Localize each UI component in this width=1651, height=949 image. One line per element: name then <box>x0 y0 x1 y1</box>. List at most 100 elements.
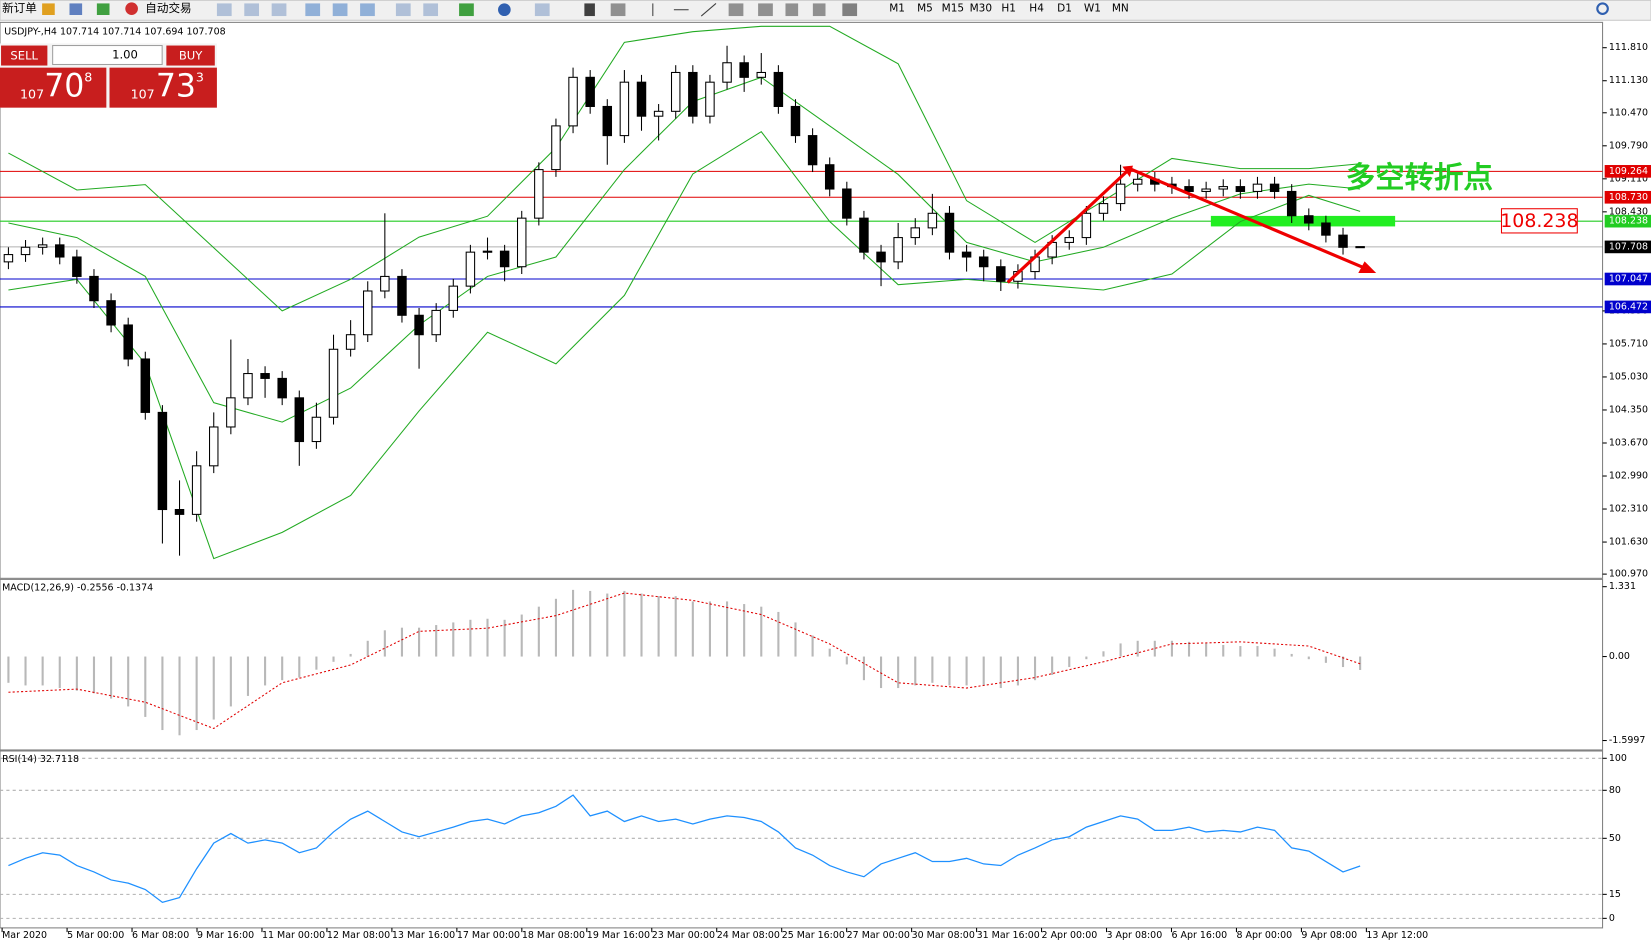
ask-main[interactable]: 73 <box>156 69 196 105</box>
icon[interactable] <box>812 3 826 17</box>
macd-bar <box>41 656 44 686</box>
macd-bar <box>1016 656 1019 686</box>
x-tick-label: 9 Mar 16:00 <box>197 930 254 941</box>
auto-trading[interactable]: 自动交易 <box>145 1 191 15</box>
icon[interactable] <box>96 3 110 16</box>
macd-bar <box>1119 643 1122 657</box>
support-zone <box>1210 215 1396 227</box>
macd-bar <box>332 656 335 662</box>
icon[interactable] <box>395 3 411 17</box>
macd-bar <box>315 656 318 670</box>
icon[interactable] <box>271 3 287 17</box>
icon[interactable] <box>728 3 744 17</box>
candle-body <box>551 125 561 171</box>
y-tick-label: -1.5997 <box>1609 735 1646 746</box>
macd-bar <box>931 656 934 683</box>
candle-body <box>893 237 903 263</box>
level-tag <box>1604 240 1651 254</box>
icon[interactable] <box>498 3 511 17</box>
timeframe-button[interactable]: M1 <box>889 3 905 15</box>
icon[interactable] <box>423 3 439 17</box>
macd-bar <box>1341 656 1345 668</box>
timeframe-button[interactable]: H4 <box>1029 3 1044 15</box>
macd-bar <box>1222 644 1225 657</box>
auto-trading-icon[interactable] <box>125 2 138 16</box>
ask-box[interactable] <box>109 67 217 108</box>
new-order[interactable]: 新订单 <box>2 1 37 15</box>
y-tick-label: 110.470 <box>1609 107 1648 118</box>
bid-sup[interactable]: 8 <box>84 70 92 85</box>
icon[interactable] <box>700 3 717 17</box>
candle-body <box>1201 188 1211 192</box>
x-tick-label: 2 Apr 00:00 <box>1042 930 1098 941</box>
bid-big[interactable]: 107 <box>20 87 44 102</box>
icon[interactable] <box>332 3 348 17</box>
icon[interactable] <box>42 3 55 16</box>
macd-bar <box>503 619 506 657</box>
candle-body <box>55 244 65 258</box>
icon[interactable] <box>360 3 375 17</box>
lots-field[interactable] <box>52 45 163 66</box>
candle-body <box>944 212 955 253</box>
icon[interactable] <box>610 3 626 17</box>
macd-bar <box>195 656 198 731</box>
bid-main[interactable]: 70 <box>44 69 84 105</box>
ask-big[interactable]: 107 <box>131 87 155 102</box>
lots-value[interactable]: 1.00 <box>112 48 138 62</box>
icon[interactable] <box>459 3 474 17</box>
candle-body <box>670 71 681 112</box>
y-tick-label: 109.790 <box>1609 140 1648 151</box>
candle-body <box>1338 234 1348 248</box>
macd-bar <box>999 656 1002 689</box>
icon[interactable] <box>842 3 858 17</box>
macd-bar <box>281 656 284 681</box>
search-icon[interactable] <box>1596 2 1609 16</box>
icon[interactable] <box>305 3 321 17</box>
candle-body <box>1286 190 1297 217</box>
icon[interactable] <box>785 3 799 17</box>
candle-body <box>1098 203 1109 214</box>
bid-box[interactable] <box>0 67 107 108</box>
sell-label[interactable]: SELL <box>10 49 38 63</box>
candle-body <box>739 62 749 78</box>
x-tick-label: 11 Mar 00:00 <box>262 930 325 941</box>
candle-body <box>174 508 185 515</box>
buy-label[interactable]: BUY <box>179 49 203 63</box>
candle-body <box>842 188 852 219</box>
macd-pane <box>0 578 1604 751</box>
timeframe-button[interactable]: W1 <box>1084 3 1101 15</box>
y-tick-label: 105.710 <box>1609 338 1648 349</box>
timeframe-button[interactable]: M15 <box>942 3 964 15</box>
candle-body <box>294 397 305 443</box>
macd-bar <box>674 596 677 657</box>
icon[interactable] <box>584 3 595 17</box>
icon[interactable] <box>69 3 83 16</box>
y-tick-label: 104.350 <box>1609 404 1648 415</box>
macd-bar <box>486 618 489 657</box>
buy-button[interactable] <box>166 45 215 66</box>
candle-body <box>448 285 459 311</box>
candle-body <box>773 71 784 107</box>
trade-panel: SELL 1.00 BUY 107 70 8 107 73 3 <box>0 43 217 108</box>
timeframe-button[interactable]: M30 <box>970 3 992 15</box>
sell-button[interactable] <box>1 45 48 66</box>
macd-bar <box>366 640 369 657</box>
arrow-head <box>1358 261 1377 273</box>
timeframe-button[interactable]: M5 <box>917 3 933 15</box>
icon[interactable] <box>758 3 773 17</box>
y-tick-label: 101.630 <box>1609 537 1648 548</box>
ask-sup[interactable]: 3 <box>196 70 204 85</box>
x-tick-label: 8 Apr 00:00 <box>1236 930 1292 941</box>
icon[interactable] <box>244 3 260 17</box>
timeframe-button[interactable]: MN <box>1112 3 1129 15</box>
x-tick-label: 19 Mar 16:00 <box>587 930 650 941</box>
icon[interactable] <box>534 3 550 17</box>
macd-bar <box>1051 656 1054 675</box>
timeframe-button[interactable]: D1 <box>1057 3 1072 15</box>
macd-bar <box>212 656 215 720</box>
timeframe-button[interactable]: H1 <box>1001 3 1016 15</box>
icon[interactable] <box>216 3 232 17</box>
candle-body <box>106 300 116 326</box>
candle-body <box>927 212 938 229</box>
